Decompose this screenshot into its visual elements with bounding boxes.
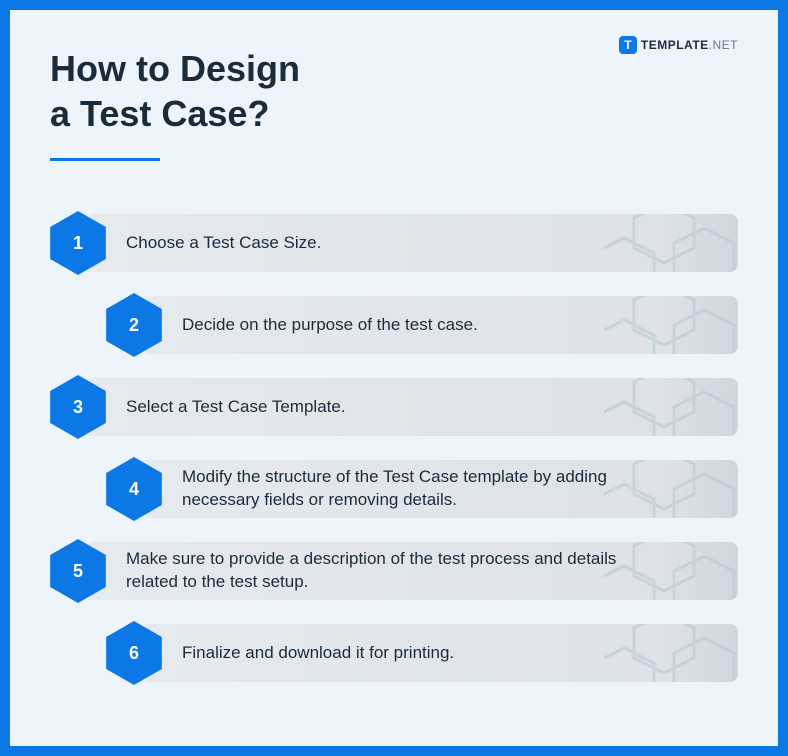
step-hexagon-icon: 5 <box>50 539 106 603</box>
step-text: Finalize and download it for printing. <box>182 642 454 665</box>
step-row: 6 Finalize and download it for printing. <box>106 621 738 685</box>
title-line-1: How to Design <box>50 48 300 89</box>
step-text: Choose a Test Case Size. <box>126 232 321 255</box>
step-row: 1 Choose a Test Case Size. <box>50 211 738 275</box>
brand-name-main: TEMPLATE <box>641 38 709 52</box>
step-bar: Finalize and download it for printing. <box>146 624 738 682</box>
step-text: Select a Test Case Template. <box>126 396 346 419</box>
step-number: 6 <box>106 621 162 685</box>
step-row: 5 Make sure to provide a description of t… <box>50 539 738 603</box>
step-text: Make sure to provide a description of th… <box>126 548 618 594</box>
step-hexagon-icon: 6 <box>106 621 162 685</box>
brand-name-suffix: .NET <box>709 38 738 52</box>
step-number: 1 <box>50 211 106 275</box>
step-hexagon-icon: 2 <box>106 293 162 357</box>
step-number: 3 <box>50 375 106 439</box>
step-bar: Select a Test Case Template. <box>90 378 738 436</box>
step-bar: Choose a Test Case Size. <box>90 214 738 272</box>
step-row: 2 Decide on the purpose of the test case. <box>106 293 738 357</box>
steps-list: 1 Choose a Test Case Size. 2 Decide on the… <box>50 211 738 685</box>
hex-pattern-icon <box>604 214 738 272</box>
hex-pattern-icon <box>604 296 738 354</box>
brand-logo: T TEMPLATE.NET <box>619 36 738 54</box>
brand-name: TEMPLATE.NET <box>641 38 738 52</box>
step-hexagon-icon: 1 <box>50 211 106 275</box>
infographic-card: T TEMPLATE.NET How to Design a Test Case… <box>10 10 778 746</box>
step-number: 5 <box>50 539 106 603</box>
step-row: 4 Modify the structure of the Test Case t… <box>106 457 738 521</box>
brand-badge-icon: T <box>619 36 637 54</box>
page-title: How to Design a Test Case? <box>50 46 738 136</box>
step-number: 4 <box>106 457 162 521</box>
step-hexagon-icon: 3 <box>50 375 106 439</box>
step-bar: Decide on the purpose of the test case. <box>146 296 738 354</box>
title-underline <box>50 158 160 161</box>
step-number: 2 <box>106 293 162 357</box>
hex-pattern-icon <box>604 624 738 682</box>
title-line-2: a Test Case? <box>50 93 269 134</box>
step-text: Decide on the purpose of the test case. <box>182 314 478 337</box>
hex-pattern-icon <box>604 378 738 436</box>
hex-pattern-icon <box>604 460 738 518</box>
step-row: 3 Select a Test Case Template. <box>50 375 738 439</box>
step-hexagon-icon: 4 <box>106 457 162 521</box>
step-bar: Modify the structure of the Test Case te… <box>146 460 738 518</box>
hex-pattern-icon <box>604 542 738 600</box>
step-bar: Make sure to provide a description of th… <box>90 542 738 600</box>
step-text: Modify the structure of the Test Case te… <box>182 466 618 512</box>
